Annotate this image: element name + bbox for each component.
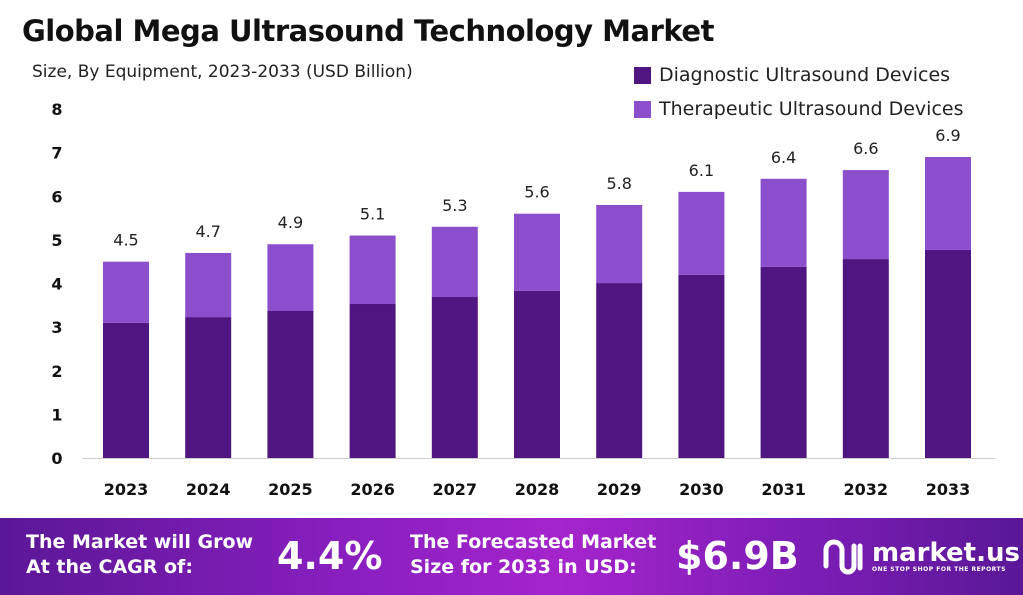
plot-area: 0 1 2 3 4 5 6 7 8 4.5 2023 4.7 2024 4.9 2025 5.1 2026 5.3… [51,100,995,499]
bar-diagnostic-2029 [596,283,643,458]
total-label-2023: 4.5 [113,231,138,250]
logo-tagline: ONE STOP SHOP FOR THE REPORTS [872,565,1006,573]
size-label-line2: Size for 2033 in USD: [410,556,637,578]
bar-therapeutic-2030 [678,191,725,275]
bar-therapeutic-2023 [103,261,149,323]
total-label-2029: 5.8 [606,174,631,193]
x-tick-label: 2030 [679,480,724,499]
size-value: $6.9B [676,534,799,578]
y-tick-label: 3 [51,318,62,337]
cagr-label-line1: The Market will Grow [26,531,254,553]
y-tick-label: 6 [51,187,62,206]
total-label-2028: 5.6 [524,183,549,202]
bar-therapeutic-2032 [842,170,889,260]
bar-therapeutic-2033 [925,156,971,250]
total-label-2024: 4.7 [195,222,220,241]
legend-swatch [634,100,651,118]
legend-swatch [634,66,651,84]
total-label-2030: 6.1 [689,161,714,180]
y-tick-label: 0 [51,449,62,468]
market-us-logo: market.us ONE STOP SHOP FOR THE REPORTS [820,536,1020,576]
bar-diagnostic-2030 [678,274,725,458]
x-tick-label: 2023 [104,480,149,499]
bar-diagnostic-2033 [925,249,971,458]
x-tick-label: 2026 [350,480,395,499]
logo-name: market.us [872,537,1020,568]
cagr-value: 4.4% [277,534,383,578]
bar-therapeutic-2025 [267,244,314,311]
y-tick-label: 2 [51,362,62,381]
x-tick-label: 2025 [268,480,313,499]
y-tick-label: 7 [51,144,62,163]
bar-diagnostic-2023 [103,322,149,458]
bar-therapeutic-2029 [596,204,643,284]
legend: Diagnostic Ultrasound Devices Therapeuti… [634,58,963,126]
logo-icon [823,539,863,575]
bar-therapeutic-2031 [760,178,807,267]
x-tick-label: 2033 [926,480,971,499]
x-tick-label: 2024 [186,480,231,499]
y-tick-label: 8 [51,100,62,119]
total-label-2026: 5.1 [360,205,385,224]
bar-diagnostic-2028 [514,290,560,458]
legend-label: Therapeutic Ultrasound Devices [659,98,964,120]
chart-title: Global Mega Ultrasound Technology Market [22,14,714,48]
chart-subtitle: Size, By Equipment, 2023-2033 (USD Billi… [32,62,413,82]
bar-therapeutic-2026 [349,235,396,305]
total-label-2033: 6.9 [935,126,960,145]
total-label-2031: 6.4 [771,148,796,167]
y-tick-label: 5 [51,231,62,250]
legend-item-therapeutic: Therapeutic Ultrasound Devices [634,92,963,126]
bar-diagnostic-2024 [185,317,232,458]
bar-diagnostic-2026 [349,304,396,458]
bar-diagnostic-2031 [760,266,807,458]
cagr-label: The Market will Grow At the CAGR of: [26,530,253,580]
x-tick-label: 2031 [761,480,806,499]
bar-therapeutic-2028 [514,213,560,291]
x-tick-label: 2029 [597,480,642,499]
y-tick-label: 4 [51,275,62,294]
x-tick-label: 2028 [515,480,560,499]
size-label-line1: The Forecasted Market [410,531,657,553]
x-tick-label: 2027 [433,480,478,499]
size-label: The Forecasted Market Size for 2033 in U… [410,530,656,580]
legend-item-diagnostic: Diagnostic Ultrasound Devices [634,58,963,92]
bar-therapeutic-2024 [185,252,232,318]
x-tick-label: 2032 [844,480,889,499]
bar-diagnostic-2027 [431,297,478,458]
legend-label: Diagnostic Ultrasound Devices [659,64,951,86]
y-tick-label: 1 [51,405,62,424]
summary-banner: The Market will Grow At the CAGR of: 4.4… [0,518,1023,595]
cagr-label-line2: At the CAGR of: [26,556,193,578]
bar-diagnostic-2025 [267,310,314,458]
total-label-2027: 5.3 [442,196,467,215]
total-label-2032: 6.6 [853,139,878,158]
total-label-2025: 4.9 [278,213,303,232]
bar-diagnostic-2032 [842,259,889,458]
bar-therapeutic-2027 [431,226,478,298]
